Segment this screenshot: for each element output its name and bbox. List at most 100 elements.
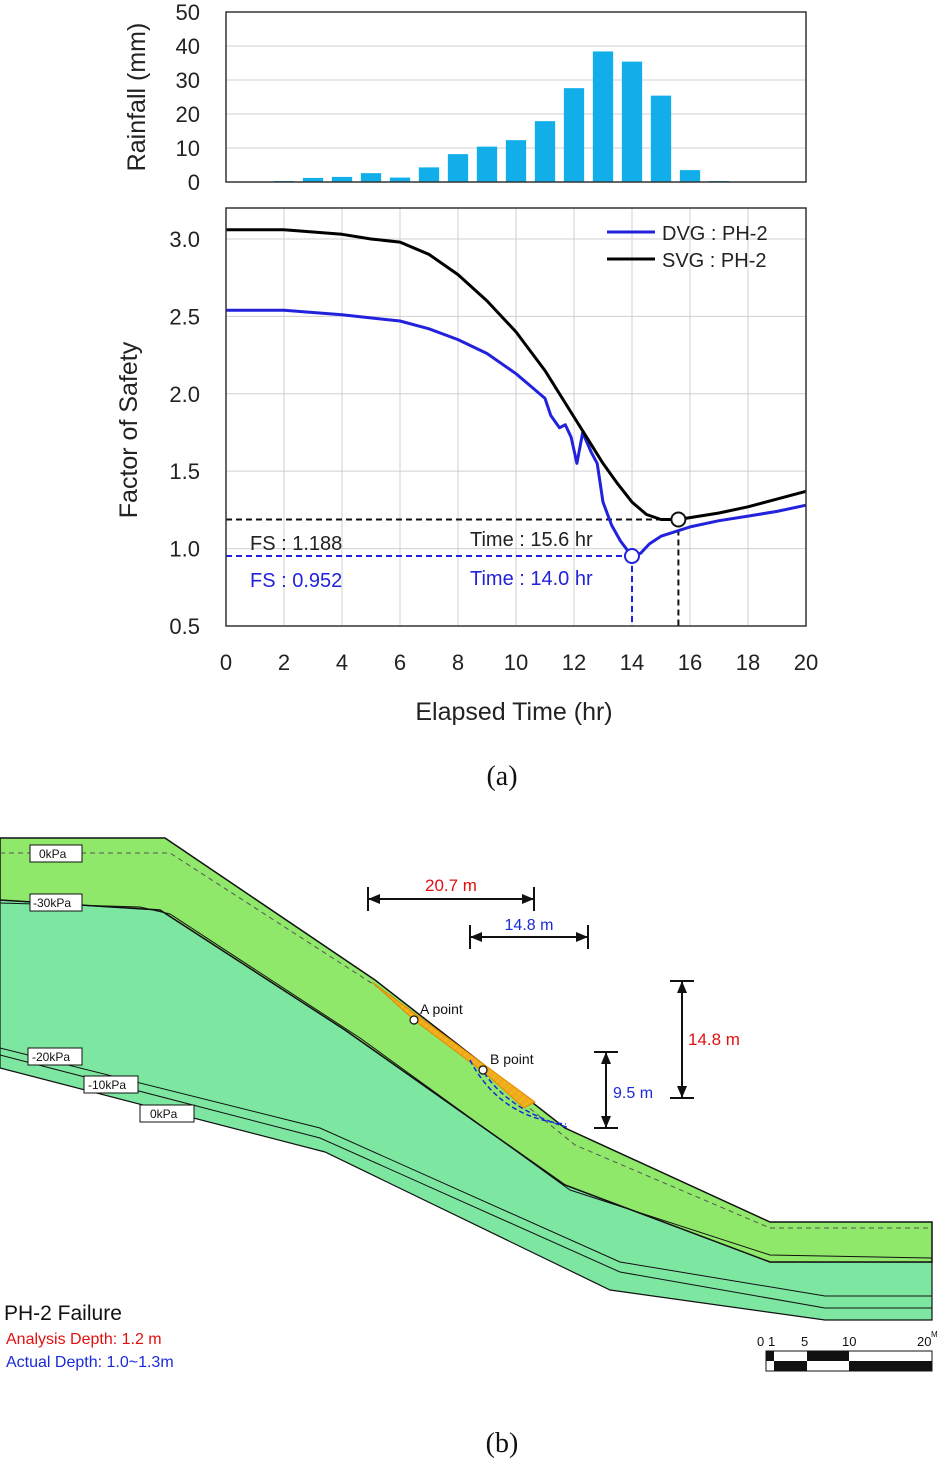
rainfall-y-tick: 20 bbox=[176, 102, 200, 127]
fs-y-tick: 0.5 bbox=[169, 614, 200, 639]
scale-tick-20: 20 bbox=[917, 1334, 931, 1349]
dimension-red-width: 20.7 m bbox=[367, 876, 535, 911]
pressure-label-box-3: -20kPa bbox=[27, 1047, 83, 1066]
fs-y-tick: 1.0 bbox=[169, 537, 200, 562]
pressure-line-minus30kpa bbox=[0, 902, 933, 1259]
analysis-depth-text: Analysis Depth: 1.2 m bbox=[6, 1331, 162, 1348]
scale-tick-0: 0 bbox=[757, 1334, 764, 1349]
rainfall-bar bbox=[650, 95, 672, 182]
rainfall-bar bbox=[418, 167, 440, 182]
rainfall-y-tick: 10 bbox=[176, 136, 200, 161]
dimension-blue-height: 9.5 m bbox=[594, 1051, 653, 1129]
rainfall-bars bbox=[273, 51, 730, 182]
min-marker-svg bbox=[670, 511, 687, 528]
annotation-fs-svg: FS : 1.188 bbox=[250, 533, 342, 555]
fs-plot-frame bbox=[225, 207, 807, 627]
rainfall-bar bbox=[476, 146, 498, 182]
fs-y-tick-labels: 0.5 1.0 1.5 2.0 2.5 3.0 bbox=[169, 227, 200, 639]
svg-text:-30kPa: -30kPa bbox=[33, 896, 71, 910]
svg-text:-10kPa: -10kPa bbox=[88, 1078, 126, 1092]
fs-x-tick: 10 bbox=[504, 650, 528, 675]
rainfall-bar bbox=[563, 88, 585, 182]
rainfall-plot-frame bbox=[225, 11, 807, 183]
fs-y-tick: 3.0 bbox=[169, 227, 200, 252]
panel-label-b: (b) bbox=[486, 1428, 519, 1459]
fs-y-tick: 2.5 bbox=[169, 304, 200, 329]
fs-x-tick: 8 bbox=[452, 650, 464, 675]
annotation-fs-dvg: FS : 0.952 bbox=[250, 570, 342, 592]
fs-x-tick-labels: 0 2 4 6 8 10 12 14 16 18 20 bbox=[220, 650, 818, 675]
fs-chart: 0.5 1.0 1.5 2.0 2.5 3.0 0 2 4 6 8 10 12 14 16 18 20 Ela… bbox=[115, 207, 818, 726]
rainfall-bar bbox=[679, 170, 701, 182]
series-line-svg bbox=[226, 228, 807, 521]
scale-tick-1: 1 bbox=[768, 1334, 775, 1349]
svg-text:-20kPa: -20kPa bbox=[32, 1050, 70, 1064]
fs-legend: DVG : PH-2 SVG : PH-2 bbox=[607, 223, 768, 272]
scale-unit: M bbox=[931, 1330, 938, 1339]
series-line-dvg bbox=[226, 308, 807, 558]
scale-tick-10: 10 bbox=[842, 1334, 856, 1349]
rainfall-y-tick: 0 bbox=[188, 170, 200, 195]
rainfall-bar bbox=[302, 177, 324, 182]
rainfall-y-tick: 50 bbox=[176, 0, 200, 25]
rainfall-bar bbox=[592, 51, 614, 182]
rainfall-bar bbox=[621, 61, 643, 182]
svg-text:20.7 m: 20.7 m bbox=[425, 876, 477, 895]
point-b-marker bbox=[478, 1065, 488, 1075]
actual-slip-surface bbox=[479, 1065, 571, 1129]
rainfall-gridlines bbox=[226, 45, 806, 149]
scale-bar: 0 1 5 10 20 M bbox=[757, 1330, 938, 1372]
fs-guide-lines bbox=[226, 518, 680, 626]
fs-x-tick: 16 bbox=[678, 650, 702, 675]
fs-y-axis-label: Factor of Safety bbox=[115, 341, 143, 518]
rainfall-chart: 0 10 20 30 40 50 Rainfall (mm) bbox=[123, 0, 807, 195]
rainfall-bar bbox=[534, 121, 556, 182]
annotation-time-dvg: Time : 14.0 hr bbox=[470, 568, 593, 590]
rainfall-y-tick-labels: 0 10 20 30 40 50 bbox=[176, 0, 200, 195]
fs-x-axis-label: Elapsed Time (hr) bbox=[415, 698, 612, 726]
dimension-blue-width: 14.8 m bbox=[469, 917, 589, 949]
fs-x-tick: 0 bbox=[220, 650, 232, 675]
failure-zone bbox=[371, 981, 536, 1109]
actual-depth-text: Actual Depth: 1.0~1.3m bbox=[6, 1354, 174, 1371]
fs-series-lines bbox=[226, 228, 807, 558]
fs-min-markers bbox=[624, 511, 687, 565]
svg-text:0kPa: 0kPa bbox=[39, 847, 67, 861]
svg-text:14.8 m: 14.8 m bbox=[688, 1030, 740, 1049]
rainfall-bar bbox=[360, 173, 382, 182]
rainfall-bar bbox=[331, 176, 353, 182]
legend-label-svg: SVG : PH-2 bbox=[662, 250, 766, 272]
point-b-label: B point bbox=[490, 1051, 534, 1067]
rainfall-y-axis-label: Rainfall (mm) bbox=[123, 23, 151, 172]
actual-slip-surface-2 bbox=[469, 1059, 567, 1125]
pressure-label-box-5: 0kPa bbox=[139, 1104, 195, 1123]
annotation-time-svg: Time : 15.6 hr bbox=[470, 529, 593, 551]
failure-title: PH-2 Failure bbox=[4, 1302, 122, 1325]
point-a-label: A point bbox=[420, 1001, 463, 1017]
rainfall-bar bbox=[389, 177, 411, 182]
pressure-line-minus20kpa bbox=[0, 1047, 932, 1297]
rainfall-bar bbox=[447, 154, 469, 182]
fs-x-tick: 6 bbox=[394, 650, 406, 675]
fs-y-tick: 2.0 bbox=[169, 382, 200, 407]
panel-label-a: (a) bbox=[486, 761, 517, 792]
scale-tick-5: 5 bbox=[801, 1334, 808, 1349]
svg-text:0kPa: 0kPa bbox=[150, 1107, 178, 1121]
fs-x-tick: 4 bbox=[336, 650, 348, 675]
svg-text:9.5 m: 9.5 m bbox=[613, 1085, 653, 1102]
min-marker-dvg bbox=[624, 548, 640, 565]
slope-section: A point B point 0kPa -30kPa -20kPa -10kP… bbox=[0, 837, 938, 1372]
pressure-line-minus10kpa bbox=[0, 1054, 932, 1309]
fs-x-tick: 18 bbox=[736, 650, 760, 675]
fs-x-tick: 20 bbox=[794, 650, 818, 675]
rainfall-bar bbox=[505, 140, 527, 182]
svg-text:14.8 m: 14.8 m bbox=[505, 917, 554, 934]
fs-y-tick: 1.5 bbox=[169, 459, 200, 484]
rainfall-y-tick: 40 bbox=[176, 34, 200, 59]
pressure-label-box-4: -10kPa bbox=[83, 1075, 139, 1094]
upper-soil-layer bbox=[0, 837, 933, 1263]
fs-x-tick: 14 bbox=[620, 650, 644, 675]
point-a-marker bbox=[409, 1015, 419, 1025]
fs-x-tick: 12 bbox=[562, 650, 586, 675]
